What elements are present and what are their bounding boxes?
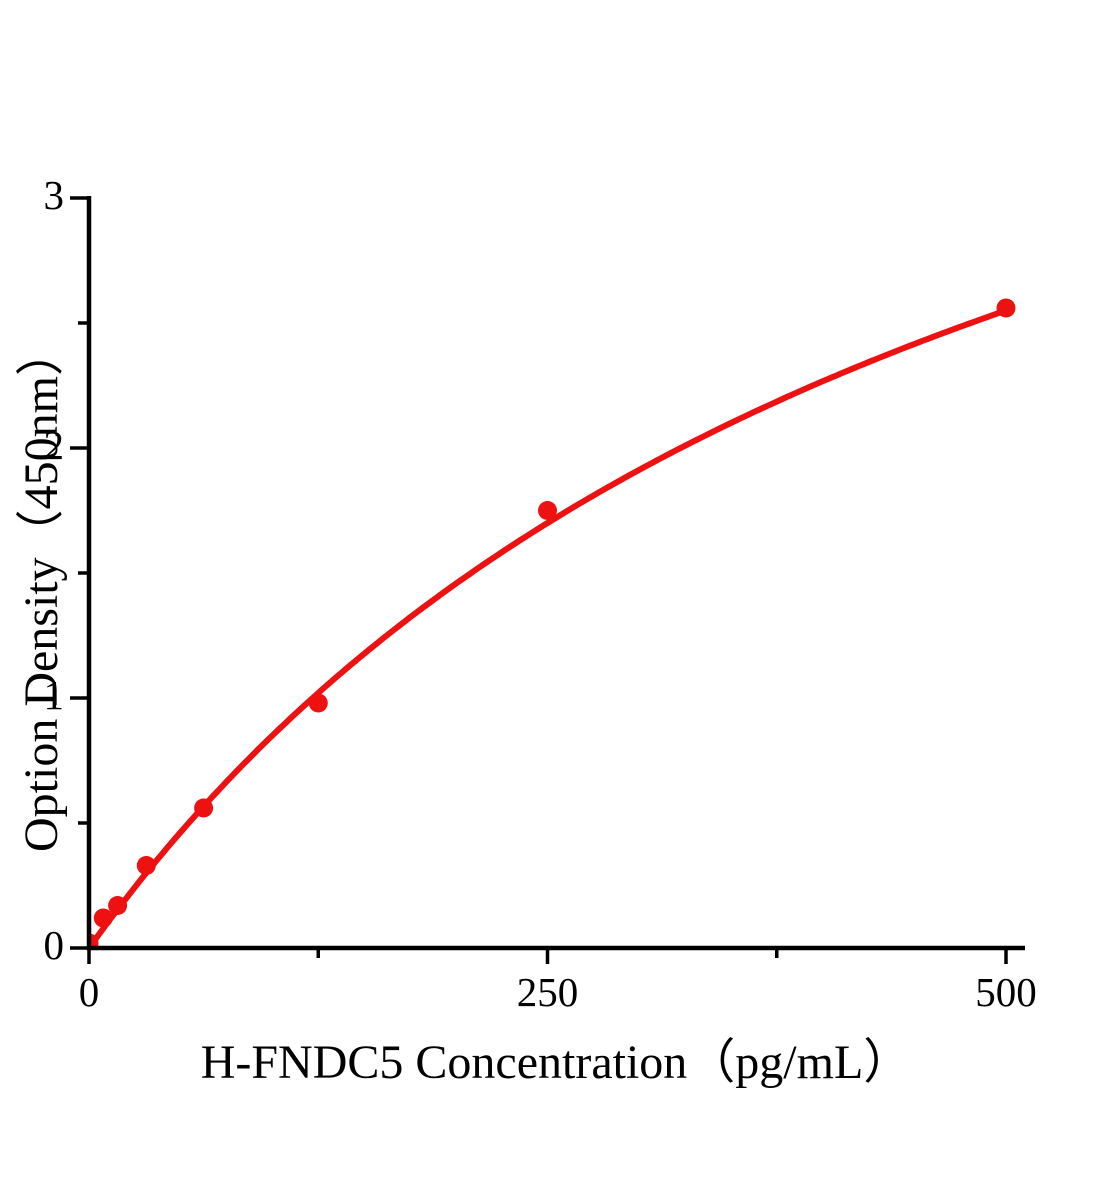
data-point (996, 298, 1016, 318)
data-point (308, 693, 328, 713)
data-point (108, 896, 128, 915)
tick-labels: 0 250 500 0 1 2 3 (44, 172, 1037, 1015)
data-point (538, 501, 557, 520)
ticks (70, 196, 1008, 964)
x-tick-label: 0 (79, 969, 100, 1015)
axes (86, 196, 1025, 951)
fit-curve (89, 307, 1009, 948)
y-axis-title: Option Density（450nm） (15, 328, 68, 852)
data-point (93, 908, 113, 928)
data-point (194, 798, 214, 818)
y-tick-label: 2 (44, 422, 65, 468)
y-tick-label: 3 (44, 172, 65, 218)
x-axis-title: H-FNDC5 Concentration（pg/mL） (201, 1036, 912, 1089)
y-tick-label: 0 (44, 922, 65, 968)
data-point (89, 933, 99, 948)
data-point (136, 856, 156, 875)
y-tick-label: 1 (44, 672, 65, 718)
x-tick-label: 250 (517, 969, 579, 1015)
x-tick-label: 500 (975, 969, 1037, 1015)
plot-area (89, 298, 1016, 948)
